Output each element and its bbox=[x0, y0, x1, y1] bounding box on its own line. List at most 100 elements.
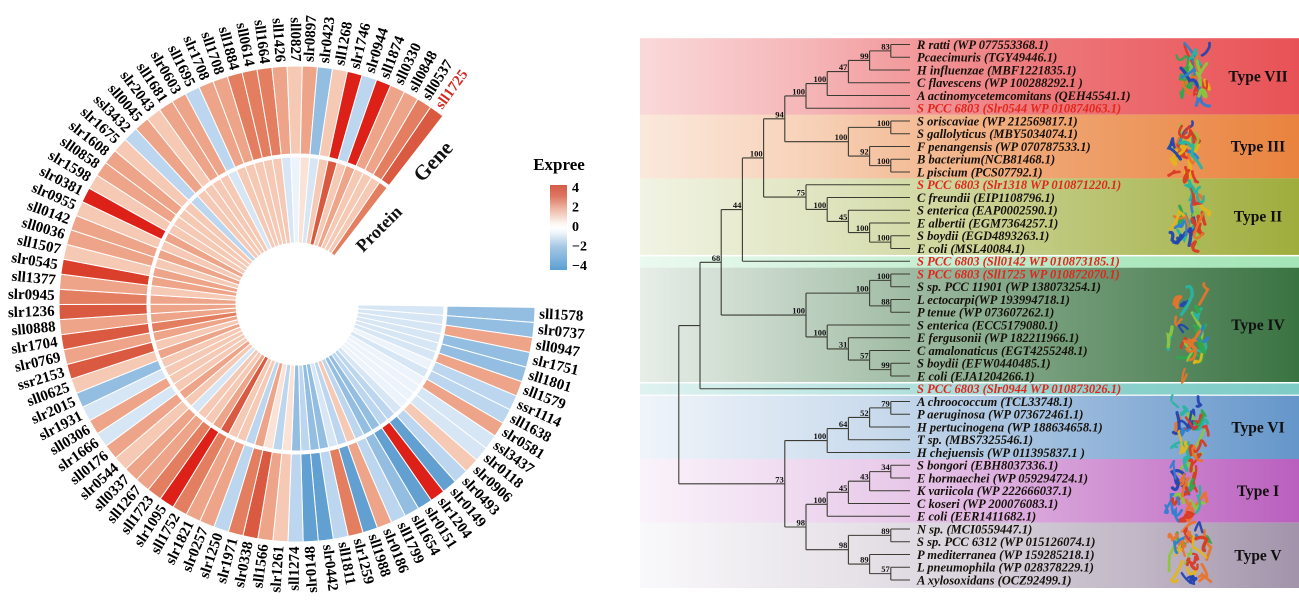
svg-text:83: 83 bbox=[881, 41, 890, 51]
svg-text:C koseri (WP 200076083.1): C koseri (WP 200076083.1) bbox=[917, 497, 1058, 511]
svg-text:98: 98 bbox=[839, 540, 848, 550]
svg-text:slr0442: slr0442 bbox=[319, 544, 341, 592]
svg-text:K variicola (WP 222666037.1): K variicola (WP 222666037.1) bbox=[916, 484, 1072, 498]
svg-text:S gallolyticus (MBY5034074.1): S gallolyticus (MBY5034074.1) bbox=[917, 127, 1078, 141]
svg-text:sll1274: sll1274 bbox=[287, 546, 303, 591]
svg-text:A chroococcum (TCL33748.1): A chroococcum (TCL33748.1) bbox=[916, 395, 1073, 409]
svg-text:4: 4 bbox=[572, 181, 579, 196]
svg-text:slr0545: slr0545 bbox=[10, 250, 59, 273]
svg-text:Type IV: Type IV bbox=[1231, 317, 1285, 334]
svg-text:100: 100 bbox=[750, 149, 763, 159]
svg-text:A xylosoxidans (OCZ92499.1): A xylosoxidans (OCZ92499.1) bbox=[916, 573, 1072, 587]
svg-text:slr0148: slr0148 bbox=[302, 546, 321, 594]
svg-text:S enterica (ECC5179080.1): S enterica (ECC5179080.1) bbox=[917, 318, 1058, 332]
svg-text:S sp. PCC 6312 (WP 015126074.1: S sp. PCC 6312 (WP 015126074.1) bbox=[917, 535, 1095, 549]
svg-text:98: 98 bbox=[797, 518, 806, 528]
svg-text:S boydii (EFW0440485.1): S boydii (EFW0440485.1) bbox=[917, 357, 1051, 371]
svg-text:Type V: Type V bbox=[1234, 547, 1282, 564]
svg-text:P tenue (WP 073607262.1): P tenue (WP 073607262.1) bbox=[917, 306, 1054, 320]
svg-text:slr0737: slr0737 bbox=[537, 322, 586, 343]
svg-text:slr1704: slr1704 bbox=[10, 334, 59, 357]
svg-text:P aeruginosa (WP 073672461.1): P aeruginosa (WP 073672461.1) bbox=[917, 408, 1083, 422]
svg-text:64: 64 bbox=[839, 419, 848, 429]
svg-text:100: 100 bbox=[877, 271, 890, 281]
svg-text:Type III: Type III bbox=[1231, 139, 1285, 156]
svg-text:57: 57 bbox=[860, 351, 869, 361]
svg-text:79: 79 bbox=[881, 398, 890, 408]
svg-text:100: 100 bbox=[835, 132, 848, 142]
svg-text:B bacterium(NCB81468.1): B bacterium(NCB81468.1) bbox=[916, 153, 1055, 167]
svg-text:68: 68 bbox=[712, 253, 721, 263]
svg-text:S PCC 6803 (Slr0944 WP 0108730: S PCC 6803 (Slr0944 WP 010873026.1) bbox=[917, 382, 1121, 396]
svg-text:F penangensis (WP 070787533.1): F penangensis (WP 070787533.1) bbox=[916, 140, 1091, 154]
svg-text:E hormaechei (WP 059294724.1): E hormaechei (WP 059294724.1) bbox=[916, 471, 1088, 485]
svg-text:C amalonaticus (EGT4255248.1): C amalonaticus (EGT4255248.1) bbox=[917, 344, 1088, 358]
svg-text:sll1268: sll1268 bbox=[332, 20, 356, 66]
svg-text:99: 99 bbox=[881, 360, 890, 370]
svg-text:31: 31 bbox=[839, 339, 848, 349]
svg-text:L ectocarpi(WP 193994718.1): L ectocarpi(WP 193994718.1) bbox=[916, 293, 1070, 307]
svg-text:Type II: Type II bbox=[1234, 209, 1282, 226]
svg-text:P mediterranea (WP 159285218.1: P mediterranea (WP 159285218.1) bbox=[917, 548, 1095, 562]
svg-text:92: 92 bbox=[860, 147, 869, 157]
svg-text:E coli (EJA1204266.1): E coli (EJA1204266.1) bbox=[916, 369, 1035, 383]
svg-text:slr0897: slr0897 bbox=[302, 14, 321, 62]
svg-text:100: 100 bbox=[792, 86, 805, 96]
svg-text:N sp. (MCI0559447.1): N sp. (MCI0559447.1) bbox=[916, 522, 1032, 536]
svg-text:44: 44 bbox=[733, 200, 742, 210]
svg-text:C freundii (EIP1108796.1): C freundii (EIP1108796.1) bbox=[917, 191, 1055, 205]
svg-text:89: 89 bbox=[860, 555, 869, 565]
svg-text:H influenzae (MBF1221835.1): H influenzae (MBF1221835.1) bbox=[916, 63, 1076, 77]
svg-text:sll1664: sll1664 bbox=[250, 19, 272, 65]
svg-text:slr0945: slr0945 bbox=[8, 287, 55, 304]
svg-text:2: 2 bbox=[572, 201, 579, 216]
svg-text:Type VI: Type VI bbox=[1231, 419, 1284, 436]
svg-text:L piscium (PCS07792.1): L piscium (PCS07792.1) bbox=[916, 165, 1043, 179]
svg-text:52: 52 bbox=[860, 408, 869, 418]
svg-text:−2: −2 bbox=[572, 240, 587, 255]
svg-text:89: 89 bbox=[881, 526, 890, 536]
svg-text:S bongori (EBH8037336.1): S bongori (EBH8037336.1) bbox=[917, 459, 1058, 473]
svg-text:slr1261: slr1261 bbox=[268, 545, 287, 593]
svg-text:100: 100 bbox=[877, 233, 890, 243]
svg-text:S PCC 6803 (Sll1725 WP 0108720: S PCC 6803 (Sll1725 WP 010872070.1) bbox=[917, 267, 1120, 281]
svg-text:R ratti (WP 077553368.1): R ratti (WP 077553368.1) bbox=[916, 38, 1048, 52]
svg-text:sll1566: sll1566 bbox=[250, 543, 272, 589]
svg-text:E coli (EER1411682.1): E coli (EER1411682.1) bbox=[916, 510, 1036, 524]
svg-text:S PCC 6803 (Slr1318 WP 0108712: S PCC 6803 (Slr1318 WP 010871220.1) bbox=[917, 178, 1121, 192]
svg-text:94: 94 bbox=[775, 109, 784, 119]
svg-text:sll1578: sll1578 bbox=[539, 307, 584, 325]
svg-text:Type VII: Type VII bbox=[1228, 68, 1287, 85]
svg-text:−4: −4 bbox=[572, 259, 587, 274]
svg-text:S sp. PCC 11901 (WP 138073254.: S sp. PCC 11901 (WP 138073254.1) bbox=[917, 280, 1101, 294]
svg-text:E fergusonii (WP 182211966.1): E fergusonii (WP 182211966.1) bbox=[916, 331, 1079, 345]
svg-text:100: 100 bbox=[813, 431, 826, 441]
svg-text:E coli (MSL40084.1): E coli (MSL40084.1) bbox=[916, 242, 1025, 256]
svg-text:sll0827: sll0827 bbox=[287, 17, 303, 62]
svg-text:100: 100 bbox=[877, 156, 890, 166]
svg-text:100: 100 bbox=[813, 328, 826, 338]
svg-text:S boydii (EGD4893263.1): S boydii (EGD4893263.1) bbox=[917, 229, 1049, 243]
svg-text:43: 43 bbox=[860, 472, 869, 482]
svg-text:S oriscaviae (WP 212569817.1): S oriscaviae (WP 212569817.1) bbox=[917, 114, 1078, 128]
svg-text:A actinomycetemcomitans (QEH45: A actinomycetemcomitans (QEH45541.1) bbox=[916, 89, 1131, 103]
svg-text:47: 47 bbox=[839, 62, 848, 72]
svg-text:L pneumophila (WP 028378229.1): L pneumophila (WP 028378229.1) bbox=[916, 561, 1094, 575]
svg-text:C flavescens (WP 100288292.1 ): C flavescens (WP 100288292.1 ) bbox=[917, 76, 1083, 90]
svg-text:100: 100 bbox=[813, 200, 826, 210]
svg-text:Expree: Expree bbox=[533, 155, 585, 174]
svg-text:Pcaecimuris (TGY49446.1): Pcaecimuris (TGY49446.1) bbox=[917, 51, 1057, 65]
svg-text:100: 100 bbox=[856, 284, 869, 294]
svg-text:H chejuensis (WP 011395837.1 ): H chejuensis (WP 011395837.1 ) bbox=[916, 446, 1085, 460]
svg-text:0: 0 bbox=[572, 220, 579, 235]
svg-text:H pertucinogena (WP 188634658.: H pertucinogena (WP 188634658.1) bbox=[916, 420, 1103, 434]
svg-text:S PCC 6803 (Sll0142 WP 0108731: S PCC 6803 (Sll0142 WP 010873185.1) bbox=[917, 255, 1120, 269]
svg-text:73: 73 bbox=[775, 474, 784, 484]
svg-text:100: 100 bbox=[877, 118, 890, 128]
svg-text:E albertii (EGM7364257.1): E albertii (EGM7364257.1) bbox=[916, 216, 1058, 230]
svg-text:99: 99 bbox=[860, 51, 869, 61]
svg-text:100: 100 bbox=[856, 223, 869, 233]
svg-text:Type I: Type I bbox=[1237, 483, 1279, 500]
svg-text:88: 88 bbox=[881, 296, 890, 306]
svg-text:sll0947: sll0947 bbox=[535, 337, 582, 360]
